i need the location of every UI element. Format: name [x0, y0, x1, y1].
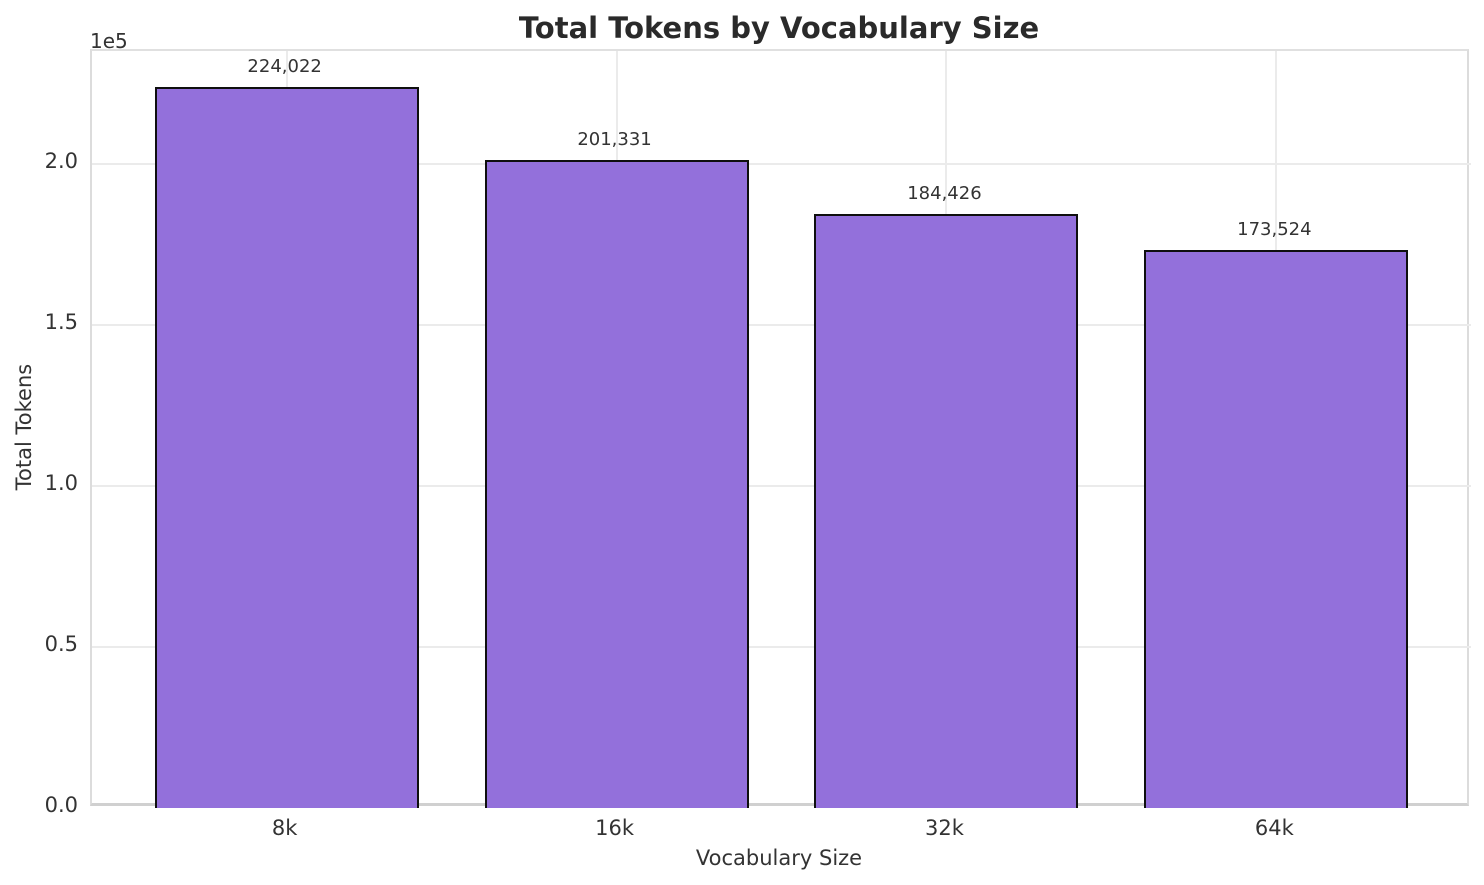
h-gridline — [92, 324, 1471, 327]
bar — [484, 160, 749, 808]
chart-title: Total Tokens by Vocabulary Size — [518, 11, 1040, 45]
y-tick-label: 1.5 — [44, 310, 78, 335]
h-gridline — [92, 163, 1471, 166]
h-gridline — [92, 485, 1471, 488]
x-axis-label: Vocabulary Size — [695, 846, 863, 870]
y-tick-label: 0.5 — [44, 632, 78, 657]
x-tick-label: 64k — [1254, 816, 1294, 840]
h-gridline — [92, 646, 1471, 649]
bar — [154, 87, 419, 808]
y-tick-label: 0.0 — [44, 793, 78, 817]
x-tick-label: 8k — [271, 816, 298, 840]
bar — [1144, 249, 1409, 808]
plot-area — [90, 49, 1471, 808]
bar-value-label: 224,022 — [247, 56, 322, 78]
x-tick-label: 16k — [595, 816, 634, 840]
y-tick-label: 1.0 — [44, 471, 78, 496]
x-tick-label: 32k — [924, 816, 964, 840]
y-tick-label: 2.0 — [44, 149, 78, 174]
bar — [814, 214, 1079, 808]
bar-value-label: 201,331 — [577, 129, 652, 151]
bar-value-label: 184,426 — [907, 183, 982, 205]
bar-value-label: 173,524 — [1237, 218, 1312, 240]
